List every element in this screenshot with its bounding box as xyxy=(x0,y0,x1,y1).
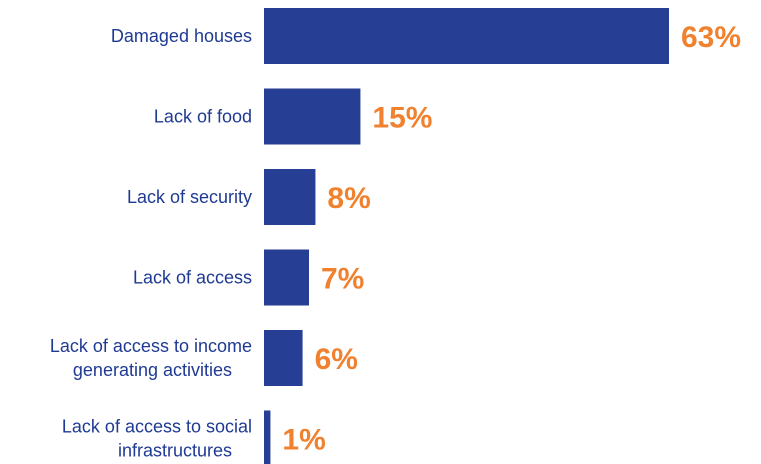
value-label-5: 1% xyxy=(282,424,325,457)
category-label-line: infrastructures xyxy=(118,441,232,461)
bar-1 xyxy=(264,88,361,145)
category-label-5: Lack of access to social infrastructures xyxy=(62,417,252,461)
value-labels-group: 63% 15% 8% 7% 6% 1% xyxy=(282,21,741,457)
category-label-0: Damaged houses xyxy=(111,26,252,46)
category-label-line: Lack of security xyxy=(127,187,252,207)
category-label-line: Lack of access to social xyxy=(62,417,252,437)
category-label-line: Lack of access to income xyxy=(50,336,252,356)
value-label-1: 15% xyxy=(372,102,432,135)
category-label-line: Lack of access xyxy=(133,268,252,288)
value-label-4: 6% xyxy=(315,343,358,376)
category-label-line: generating activities xyxy=(73,360,232,380)
bar-4 xyxy=(264,330,303,386)
category-label-4: Lack of access to income generating activ… xyxy=(50,336,252,380)
bar-3 xyxy=(264,249,309,306)
category-label-2: Lack of security xyxy=(127,187,252,207)
bar-0 xyxy=(264,8,669,64)
category-label-line: Damaged houses xyxy=(111,26,252,46)
bar-2 xyxy=(264,169,316,225)
value-label-3: 7% xyxy=(321,263,364,296)
category-label-line: Lack of food xyxy=(154,107,252,127)
value-label-0: 63% xyxy=(681,21,741,54)
bar-5 xyxy=(264,410,271,464)
category-label-3: Lack of access xyxy=(133,268,252,288)
bars-group xyxy=(264,8,669,464)
category-label-1: Lack of food xyxy=(154,107,252,127)
value-label-2: 8% xyxy=(327,182,370,215)
category-labels-group: Damaged houses Lack of food Lack of securi… xyxy=(50,26,252,461)
